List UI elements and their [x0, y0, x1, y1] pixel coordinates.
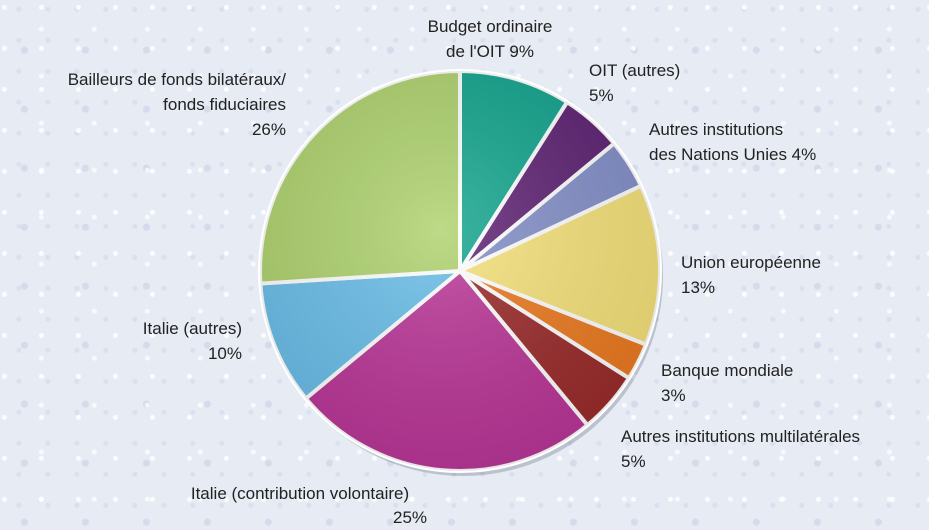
label-autres-multilaterales-title: Autres institutions multilatérales	[621, 427, 861, 446]
label-italie-contribution-value: 25%	[392, 508, 428, 527]
label-bailleurs-bilateraux: Bailleurs de fonds bilatéraux/ fonds fid…	[6, 67, 286, 142]
label-banque-mondiale: Banque mondiale 3%	[661, 358, 793, 408]
label-bailleurs-bilateraux-line1: Bailleurs de fonds bilatéraux/	[67, 70, 286, 89]
label-italie-autres-value: 10%	[207, 344, 242, 363]
label-banque-mondiale-value: 3%	[661, 386, 686, 405]
label-autres-multilaterales-value: 5%	[621, 452, 646, 471]
label-italie-contribution-title: Italie (contribution volontaire)	[190, 484, 410, 503]
label-italie-autres: Italie (autres) 10%	[92, 316, 242, 366]
label-oit-autres-title: OIT (autres)	[589, 61, 681, 80]
label-budget-ordinaire-line1: Budget ordinaire	[427, 17, 553, 36]
label-oit-autres-value: 5%	[589, 86, 614, 105]
label-italie-contribution: Italie (contribution volontaire)	[150, 481, 450, 506]
label-autres-nations-unies: Autres institutions des Nations Unies 4%	[649, 117, 816, 167]
label-budget-ordinaire-line2: de l'OIT 9%	[446, 42, 534, 61]
label-italie-contribution-value-box: 25%	[380, 505, 440, 530]
label-banque-mondiale-title: Banque mondiale	[661, 361, 794, 380]
label-autres-nations-unies-line2: des Nations Unies 4%	[649, 145, 817, 164]
label-autres-multilaterales: Autres institutions multilatérales 5%	[621, 424, 860, 474]
label-autres-nations-unies-line1: Autres institutions	[649, 120, 784, 139]
label-budget-ordinaire: Budget ordinaire de l'OIT 9%	[405, 14, 575, 64]
label-union-europeenne-title: Union européenne	[681, 253, 821, 272]
label-bailleurs-bilateraux-value: 26%	[251, 120, 286, 139]
label-union-europeenne: Union européenne 13%	[681, 250, 821, 300]
label-union-europeenne-value: 13%	[681, 278, 716, 297]
pie-slice-8	[257, 69, 462, 286]
label-oit-autres: OIT (autres) 5%	[589, 58, 680, 108]
label-bailleurs-bilateraux-line2: fonds fiduciaires	[163, 95, 286, 114]
label-italie-autres-title: Italie (autres)	[142, 319, 242, 338]
